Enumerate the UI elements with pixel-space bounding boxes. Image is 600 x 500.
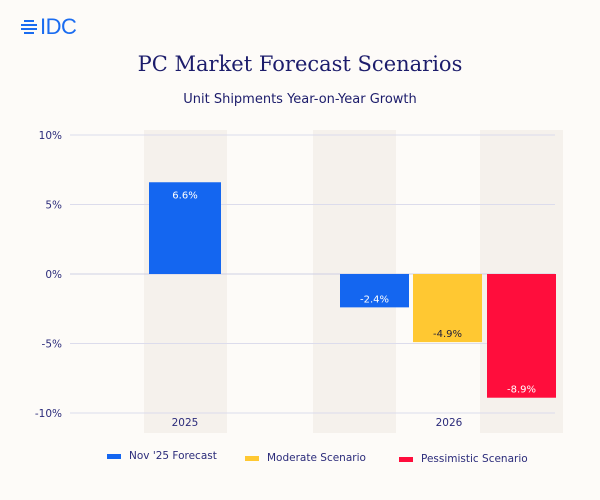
legend-swatch (107, 453, 121, 459)
legend-label: Pessimistic Scenario (421, 453, 528, 465)
legend-label: Moderate Scenario (267, 452, 366, 464)
y-tick-label: -5% (42, 339, 62, 351)
legend-swatch (245, 455, 259, 461)
legend-item-moderate: Moderate Scenario (245, 452, 366, 464)
data-label: 6.6% (172, 190, 197, 201)
data-label: -2.4% (360, 294, 389, 305)
data-label: -8.9% (507, 385, 536, 396)
logo-text: IDC (40, 14, 77, 39)
y-tick-label: 0% (45, 269, 62, 281)
bar (340, 274, 409, 308)
y-tick-label: 5% (45, 200, 62, 212)
data-label: -4.9% (433, 329, 462, 340)
legend-item-forecast: Nov '25 Forecast (107, 450, 217, 462)
chart-title: PC Market Forecast Scenarios (137, 52, 463, 76)
y-tick-label: -10% (35, 408, 62, 420)
y-tick-label: 10% (39, 130, 62, 142)
column-band (144, 130, 227, 433)
legend-swatch (399, 456, 413, 462)
legend-item-pessimistic: Pessimistic Scenario (399, 453, 528, 465)
bar (413, 274, 482, 343)
idc-logo: IDC (20, 14, 77, 40)
chart-subtitle: Unit Shipments Year-on-Year Growth (183, 92, 417, 107)
x-tick-label: 2025 (172, 417, 199, 429)
bar (149, 182, 221, 274)
bar (487, 274, 556, 398)
legend-label: Nov '25 Forecast (129, 450, 217, 462)
globe-icon (21, 20, 37, 34)
x-tick-label: 2026 (436, 417, 463, 429)
